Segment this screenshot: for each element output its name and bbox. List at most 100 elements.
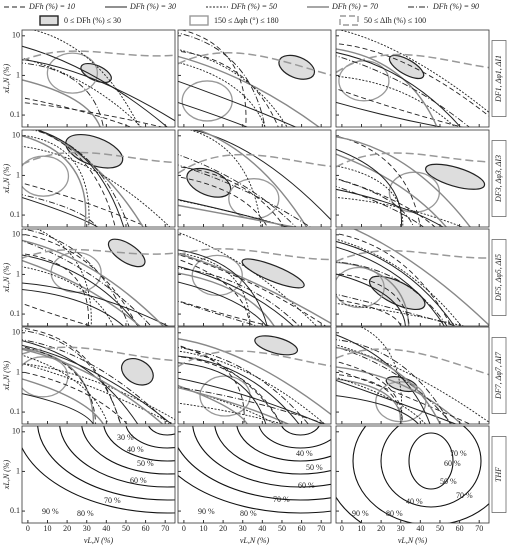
contour: [22, 248, 175, 259]
y-axis-label: xL,N (%): [2, 64, 11, 95]
contour: [22, 239, 165, 326]
contour: [22, 79, 101, 127]
region: [80, 62, 112, 84]
panel-frame: [335, 129, 490, 228]
y-tick-label: 10: [12, 328, 20, 337]
contour: [22, 240, 152, 326]
contour: [22, 303, 93, 326]
contour: [336, 43, 489, 117]
contour: [178, 249, 268, 326]
contour: [22, 253, 89, 326]
contour: [22, 363, 175, 424]
x-tick-label: 70: [317, 524, 325, 533]
panel: [22, 229, 175, 326]
contour: [336, 135, 421, 227]
contour: [22, 346, 97, 424]
contour: [36, 130, 144, 227]
contour: [103, 426, 175, 462]
y-axis-label: xL,N (%): [2, 263, 11, 294]
contour: [178, 362, 267, 424]
contour: [336, 344, 489, 423]
contour: [22, 233, 138, 326]
contour: [178, 355, 300, 424]
contour: [336, 52, 462, 127]
contour: [336, 148, 402, 227]
contour: [192, 426, 331, 488]
contour: [336, 238, 462, 326]
contour: [258, 426, 331, 449]
contour: [336, 152, 489, 168]
contour: [22, 134, 90, 227]
row-label-box: [491, 239, 507, 316]
contour-label: 50 %: [137, 459, 154, 468]
contour: [336, 346, 441, 424]
contour: [336, 153, 448, 227]
contour: [22, 45, 168, 127]
contour-label: 60 %: [444, 459, 461, 468]
x-tick-label: 10: [44, 524, 52, 533]
region: [22, 356, 69, 398]
contour: [336, 48, 438, 127]
x-tick-label: 40: [416, 524, 424, 533]
x-tick-label: 50: [436, 524, 444, 533]
panel: [22, 130, 175, 227]
contour: [22, 378, 104, 424]
contour: [338, 30, 489, 113]
contour: [22, 330, 122, 424]
contour: [59, 426, 175, 488]
y-axis-label: xL,N (%): [2, 164, 11, 195]
contour: [408, 432, 454, 490]
contour-label: 40 %: [296, 449, 313, 458]
contour-label: 90 %: [42, 507, 59, 516]
x-tick-label: 50: [122, 524, 130, 533]
panel-frame: [335, 29, 490, 128]
contour: [336, 178, 436, 227]
contour: [180, 30, 247, 127]
contour: [178, 387, 290, 424]
contour: [22, 446, 175, 514]
panel: [336, 327, 489, 424]
y-tick-label: 1: [16, 70, 20, 79]
contour: [22, 354, 109, 424]
contour: [22, 340, 139, 424]
region: [50, 251, 102, 294]
contour: [22, 135, 87, 227]
contour-label: 90 %: [352, 509, 369, 518]
region: [241, 258, 305, 289]
contour: [31, 30, 140, 127]
region: [228, 178, 280, 220]
panel: [22, 426, 175, 514]
contour: [336, 88, 464, 127]
panel-frame: [177, 29, 332, 128]
contour: [336, 101, 444, 127]
contour: [22, 346, 175, 362]
y-tick-label: 1: [16, 269, 20, 278]
contour: [22, 102, 164, 127]
contour: [281, 426, 320, 436]
contour-label: 50 %: [306, 463, 323, 472]
contour: [178, 254, 327, 326]
contour: [336, 53, 489, 74]
contour-label: 70 %: [273, 495, 290, 504]
contour: [236, 426, 331, 462]
contour: [178, 52, 331, 76]
region: [22, 155, 70, 197]
contour: [178, 252, 251, 326]
contour: [336, 369, 471, 424]
panel: [336, 229, 489, 326]
contour-label: 80 %: [240, 509, 257, 518]
contour: [178, 347, 309, 424]
contour: [336, 348, 489, 376]
contour: [22, 58, 175, 122]
row-label: DF5, Δφ5, ΔI5: [494, 254, 503, 302]
contour: [336, 376, 427, 424]
legend-label: DFh (%) = 90: [432, 2, 479, 11]
contour: [178, 231, 317, 326]
legend-swatch: [339, 15, 359, 26]
panel-frame: [21, 228, 176, 327]
x-tick-label: 60: [456, 524, 464, 533]
legend-label: 150 ≤ Δφh (°) ≤ 180: [214, 16, 279, 25]
legend-label: 50 ≤ ΔIh (%) ≤ 100: [364, 16, 426, 25]
contour-label: 60 %: [130, 476, 147, 485]
contour: [22, 363, 175, 421]
